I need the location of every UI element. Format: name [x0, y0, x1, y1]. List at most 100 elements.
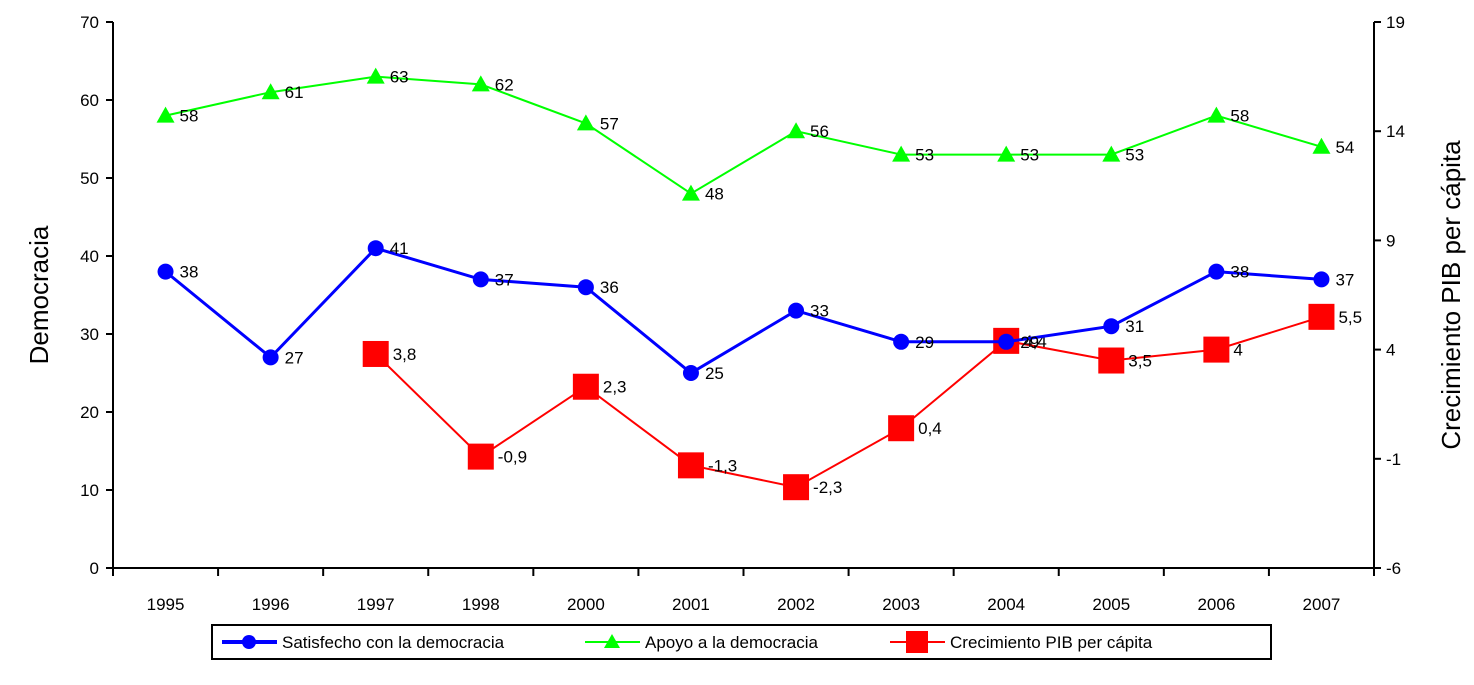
y-axis-label-left: Democracia [24, 225, 54, 364]
y-tick-label-left: 0 [90, 559, 99, 578]
data-label: 5,5 [1338, 308, 1362, 327]
data-label: 41 [390, 239, 409, 258]
x-tick-label: 2001 [672, 595, 710, 614]
legend-item: Satisfecho con la democracia [222, 633, 505, 652]
series-0: 38 27 41 37 36 25 33 29 29 31 38 37 [157, 239, 1354, 383]
x-tick-label: 2007 [1303, 595, 1341, 614]
data-label: 61 [285, 83, 304, 102]
data-label: 56 [810, 122, 829, 141]
data-label: -1,3 [708, 456, 737, 475]
data-point [682, 365, 699, 381]
data-label: 0,4 [918, 419, 942, 438]
y-tick-label-left: 50 [80, 169, 99, 188]
data-label: 37 [1335, 270, 1354, 289]
data-label: 58 [180, 107, 199, 126]
axes: 0 10 20 30 40 50 60 70 -6 -1 4 9 14 19 1995 1996 1997 199… [80, 13, 1405, 614]
data-point [1208, 263, 1225, 280]
legend-label: Satisfecho con la democracia [282, 633, 505, 652]
data-point [783, 474, 810, 501]
legend: Satisfecho con la democracia Apoyo a la d… [211, 624, 1272, 660]
data-point [366, 67, 385, 84]
legend-marker [242, 635, 256, 649]
x-tick-label: 2004 [987, 595, 1025, 614]
x-tick-label: 2005 [1092, 595, 1130, 614]
data-point [1098, 347, 1125, 374]
data-point [576, 114, 595, 131]
x-tick-label: 1996 [252, 595, 290, 614]
y-tick-label-right: 4 [1386, 341, 1395, 360]
data-label: 27 [285, 348, 304, 367]
data-point [572, 373, 599, 400]
x-tick-label: 1998 [462, 595, 500, 614]
data-point [1207, 106, 1226, 123]
data-point [262, 349, 279, 366]
data-label: 3,8 [393, 345, 417, 364]
legend-box [211, 624, 1272, 660]
series-2: 3,8-0,92,3-1,3-2,30,44,43,545,5 [362, 303, 1362, 501]
data-label: 57 [600, 114, 619, 133]
y-tick-label-right: 14 [1386, 122, 1405, 141]
data-point [1312, 137, 1331, 154]
data-label: 53 [1125, 146, 1144, 165]
series-line [375, 315, 1322, 489]
y-tick-label-left: 40 [80, 247, 99, 266]
x-tick-label: 2000 [567, 595, 605, 614]
data-label: -2,3 [813, 478, 842, 497]
data-point [787, 122, 806, 139]
y-tick-label-left: 10 [80, 481, 99, 500]
data-label: 54 [1335, 138, 1354, 157]
data-label: 63 [390, 68, 409, 87]
data-label: 37 [495, 270, 514, 289]
data-point [1102, 145, 1121, 162]
legend-item: Crecimiento PIB per cápita [890, 631, 1153, 653]
legend-item: Apoyo a la democracia [585, 633, 818, 652]
x-tick-label: 2006 [1197, 595, 1235, 614]
data-point [998, 333, 1015, 350]
data-point [892, 145, 911, 162]
legend-marker [604, 634, 620, 648]
data-point [893, 333, 910, 350]
y-tick-label-left: 30 [80, 325, 99, 344]
data-label: 36 [600, 278, 619, 297]
data-label: 2,3 [603, 378, 627, 397]
x-tick-label: 1997 [357, 595, 395, 614]
data-label: 33 [810, 302, 829, 321]
data-label: 38 [1230, 263, 1249, 282]
y-tick-label-left: 20 [80, 403, 99, 422]
data-point [367, 240, 384, 257]
data-point [1203, 336, 1230, 363]
data-point [577, 279, 594, 296]
data-label: 62 [495, 75, 514, 94]
data-point [1313, 271, 1330, 288]
data-label: 53 [915, 146, 934, 165]
y-tick-label-left: 60 [80, 91, 99, 110]
data-point [261, 83, 280, 100]
series-line [164, 246, 1322, 375]
legend-marker [906, 631, 928, 653]
data-point [471, 75, 490, 92]
data-point [472, 271, 489, 288]
y-tick-label-right: 19 [1386, 13, 1405, 32]
data-label: 4 [1233, 341, 1242, 360]
data-point [888, 415, 915, 442]
data-point [788, 302, 805, 319]
data-label: 25 [705, 364, 724, 383]
x-tick-label: 2002 [777, 595, 815, 614]
data-label: 48 [705, 185, 724, 204]
y-axis-label-right: Crecimiento PIB per cápita [1436, 140, 1466, 450]
legend-label: Crecimiento PIB per cápita [950, 633, 1153, 652]
data-point [681, 184, 700, 201]
x-tick-label: 1995 [147, 595, 185, 614]
legend-label: Apoyo a la democracia [645, 633, 818, 652]
y-tick-label-right: 9 [1386, 231, 1395, 250]
y-tick-label-right: -6 [1386, 559, 1401, 578]
data-point [156, 106, 175, 123]
data-point [997, 145, 1016, 162]
data-point [677, 452, 704, 479]
series-1: 58 61 63 62 57 48 56 53 53 53 58 54 [156, 67, 1354, 204]
data-label: 31 [1125, 317, 1144, 336]
series-line [165, 75, 1322, 195]
data-label: 53 [1020, 146, 1039, 165]
